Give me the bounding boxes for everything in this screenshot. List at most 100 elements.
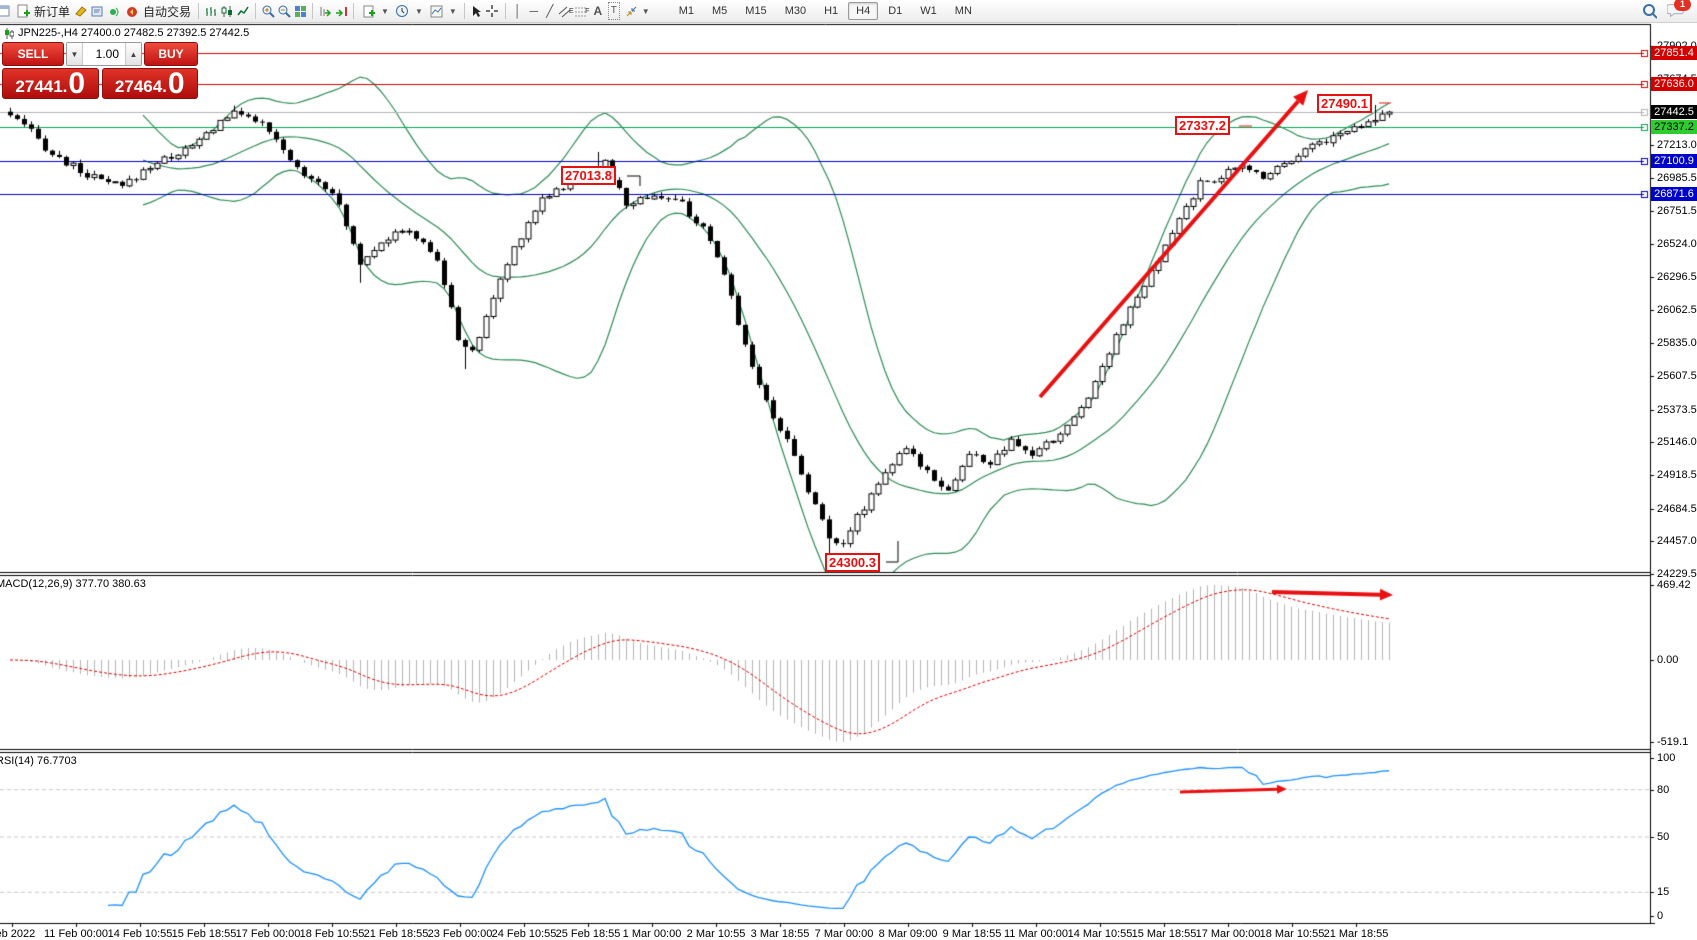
date-axis-label: 21 Feb 18:55 (363, 928, 429, 940)
price-tick-label: 26296.5 (1657, 270, 1697, 283)
timeframe-mn[interactable]: MN (947, 2, 980, 20)
price-annotation[interactable]: 27337.2 (1175, 116, 1230, 135)
buy-price-pips: 0 (167, 67, 185, 101)
date-axis-label: 11 Feb 00:00 (43, 928, 109, 940)
chart-title: JPN225-,H4 27400.0 27482.5 27392.5 27442… (4, 27, 249, 39)
arrows-tool[interactable]: ▼ (622, 4, 653, 19)
cursor-button[interactable] (469, 3, 485, 19)
price-level-label: 27636.0 (1651, 77, 1697, 92)
indicators-icon (361, 3, 377, 19)
rsi-tick-label: 0 (1657, 910, 1664, 922)
timeframe-d1[interactable]: D1 (880, 2, 910, 20)
candlestick-chart-icon[interactable] (219, 3, 235, 19)
autotrading-button[interactable]: 自动交易 (121, 2, 194, 21)
buy-price-box[interactable]: 27464. 0 (101, 67, 198, 101)
timeframe-m30[interactable]: M30 (777, 2, 814, 20)
fibonacci-tool[interactable]: F (574, 3, 590, 19)
date-axis-label: 23 Feb 00:00 (427, 928, 493, 940)
zoom-in-icon[interactable] (260, 3, 276, 19)
date-axis-label: 17 Mar 00:00 (1195, 928, 1261, 940)
crosshair-button[interactable] (485, 3, 501, 19)
date-axis-label: 14 Mar 10:55 (1067, 928, 1133, 940)
date-axis-label: 15 Feb 18:55 (171, 928, 237, 940)
timeframe-m5[interactable]: M5 (704, 2, 735, 20)
price-level-label: 27442.5 (1651, 105, 1697, 120)
new-order-label: 新订单 (34, 4, 71, 19)
date-axis-label: 3 Mar 18:55 (750, 928, 810, 940)
buy-price: 27464. (114, 77, 167, 97)
date-axis-label: 24 Feb 10:55 (491, 928, 557, 940)
price-level-label: 26871.6 (1651, 187, 1697, 202)
tile-windows-icon[interactable] (292, 3, 308, 19)
volume-spinner[interactable]: ▼ 1.00 ▲ (66, 42, 142, 66)
price-tick-label: 24684.5 (1657, 502, 1697, 515)
vertical-line-tool[interactable]: │ (514, 4, 522, 18)
rsi-title: RSI(14) (0, 755, 34, 767)
sell-price: 27441. (15, 77, 68, 97)
trendline-tool[interactable]: ╱ (546, 4, 554, 18)
sell-button[interactable]: SELL (2, 42, 64, 66)
rsi-tick-label: 80 (1657, 783, 1670, 796)
price-level-label: 27851.4 (1651, 46, 1697, 61)
indicators-button[interactable]: ▼ (358, 2, 392, 20)
price-tick-label: 24918.5 (1657, 468, 1697, 481)
price-annotation[interactable]: 24300.3 (825, 553, 880, 572)
price-tick-label: 26062.5 (1657, 304, 1697, 317)
chart-title-text: JPN225-,H4 27400.0 27482.5 27392.5 27442… (18, 27, 250, 39)
sell-price-box[interactable]: 27441. 0 (2, 68, 99, 99)
periods-button[interactable]: ▼ (392, 2, 426, 20)
volume-increase-button[interactable]: ▲ (125, 43, 141, 65)
templates-button[interactable]: ▼ (426, 2, 460, 20)
search-icon[interactable] (1641, 3, 1657, 19)
price-annotation[interactable]: 27013.8 (561, 166, 616, 185)
window-icon (0, 3, 12, 19)
rsi-indicator-label: RSI(14) 76.7703 (0, 755, 77, 767)
styles-icon[interactable] (73, 3, 89, 19)
rsi-tick-label: 100 (1657, 752, 1676, 764)
editor-icon[interactable] (89, 3, 105, 19)
date-axis-label: 15 Mar 18:55 (1131, 928, 1197, 940)
timeframe-h1[interactable]: H1 (816, 2, 846, 20)
date-axis-label: 14 Feb 10:55 (107, 928, 173, 940)
price-tick-label: 25835.0 (1657, 337, 1697, 350)
chart-symbol-icon (4, 27, 14, 39)
date-axis-label: 11 Mar 00:00 (1003, 928, 1069, 940)
zoom-out-icon[interactable] (276, 3, 292, 19)
macd-tick-label: -519.1 (1657, 736, 1689, 748)
date-axis-label: 7 Mar 00:00 (814, 928, 874, 940)
chevron-down-icon: ▼ (448, 6, 457, 16)
chevron-down-icon: ▼ (641, 6, 650, 16)
text-tool[interactable]: A (593, 4, 603, 18)
notifications-button[interactable]: 1 (1666, 0, 1691, 20)
timeframe-m15[interactable]: M15 (737, 2, 774, 20)
macd-tick-label: 0.00 (1657, 654, 1679, 666)
date-axis-label: 8 Mar 09:00 (878, 928, 938, 940)
equidistant-channel-tool[interactable]: E (558, 3, 574, 19)
timeframe-w1[interactable]: W1 (912, 2, 945, 20)
price-tick-label: 24229.5 (1657, 568, 1697, 580)
sell-price-pips: 0 (68, 67, 86, 101)
signals-icon[interactable] (105, 3, 121, 19)
price-annotation[interactable]: 27490.1 (1317, 94, 1372, 113)
chart-shift-icon[interactable] (333, 3, 349, 19)
new-order-button[interactable]: 新订单 (12, 2, 73, 21)
chevron-down-icon: ▼ (414, 6, 423, 16)
timeframe-m1[interactable]: M1 (671, 2, 702, 20)
timeframe-h4[interactable]: H4 (848, 2, 879, 20)
horizontal-line-tool[interactable]: ─ (529, 4, 539, 18)
text-label-tool[interactable]: T (606, 2, 622, 20)
new-order-icon (15, 3, 31, 19)
volume-decrease-button[interactable]: ▼ (67, 43, 83, 65)
macd-indicator-label: MACD(12,26,9) 377.70 380.63 (0, 578, 146, 590)
line-chart-icon[interactable] (235, 3, 251, 19)
price-tick-label: 27213.0 (1657, 139, 1697, 152)
autotrading-label: 自动交易 (143, 4, 192, 19)
timeframe-group: M1 M5 M15 M30 H1 H4 D1 W1 MN (671, 2, 980, 20)
auto-scroll-icon[interactable] (317, 3, 333, 19)
macd-tick-label: 469.42 (1657, 579, 1691, 591)
bar-chart-icon[interactable] (203, 3, 219, 19)
volume-value[interactable]: 1.00 (95, 47, 119, 61)
date-axis-label: 17 Feb 00:00 (235, 928, 301, 940)
buy-button[interactable]: BUY (144, 42, 198, 66)
